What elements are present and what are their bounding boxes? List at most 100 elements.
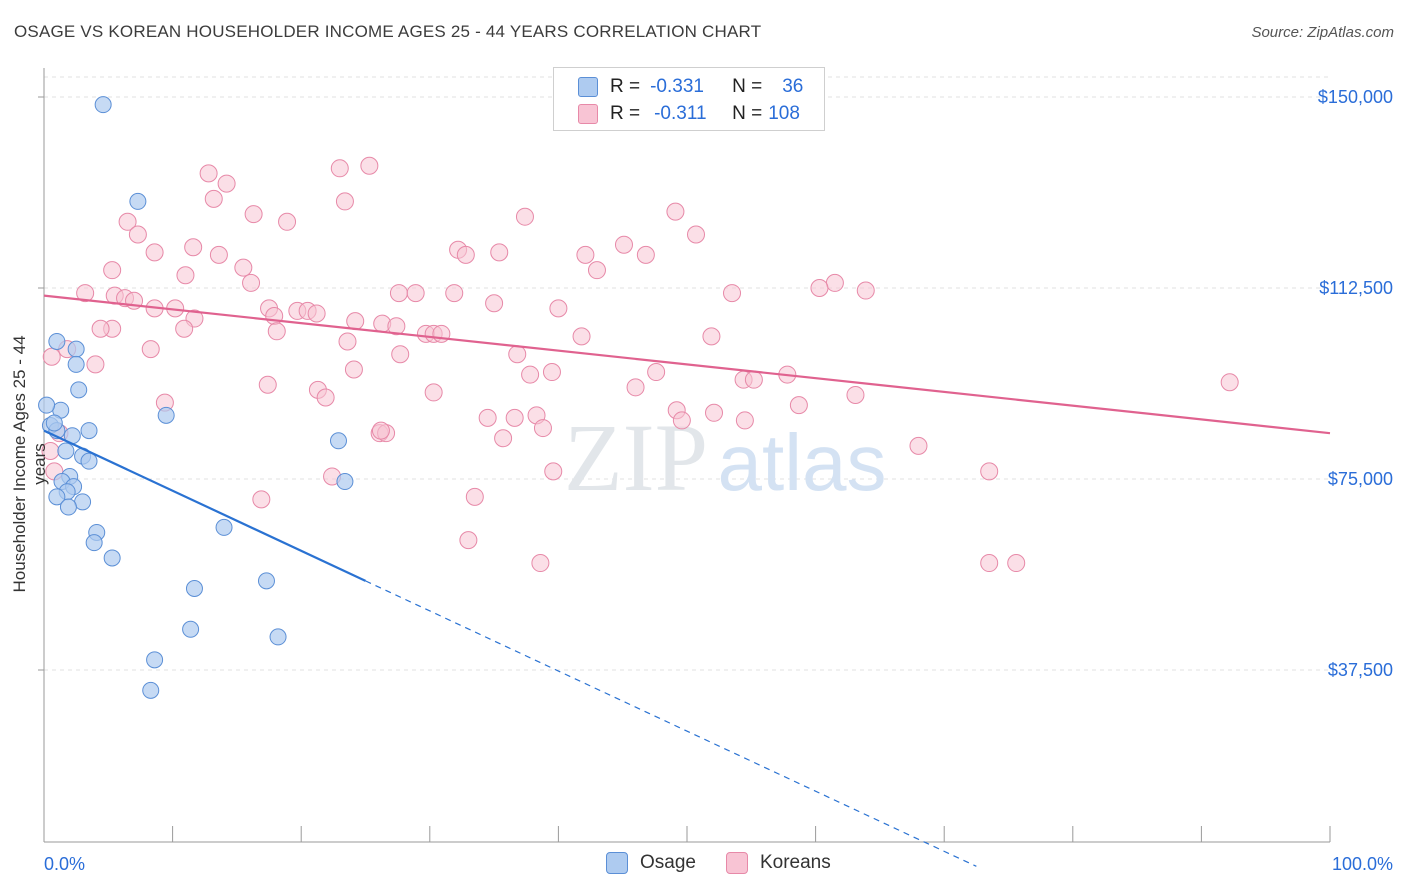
osage-point: [48, 332, 66, 350]
series-legend: Osage Koreans: [606, 852, 861, 874]
korean-point: [515, 207, 534, 226]
legend-label-koreans: Koreans: [759, 852, 831, 873]
korean-point: [118, 212, 137, 231]
osage-point: [215, 518, 233, 536]
osage-point: [80, 452, 98, 470]
korean-point: [184, 238, 203, 257]
korean-point: [531, 554, 550, 573]
korean-point: [445, 284, 464, 303]
legend-r-label: R =: [610, 103, 641, 124]
korean-point: [330, 159, 349, 178]
korean-point: [145, 243, 164, 262]
korean-point: [103, 261, 122, 280]
korean-point: [723, 284, 742, 303]
korean-point: [572, 327, 591, 346]
korean-point: [204, 189, 223, 208]
legend-item-koreans[interactable]: Koreans: [725, 852, 831, 874]
korean-point: [316, 388, 335, 407]
korean-point: [626, 378, 645, 397]
watermark: ZIP atlas: [564, 404, 886, 511]
korean-point: [175, 319, 194, 338]
legend-item-osage[interactable]: Osage: [606, 852, 696, 874]
tick-labels: $37,500 $75,000 $112,500 $150,000 0.0% 100.0%: [44, 87, 1393, 874]
korean-point: [505, 408, 524, 427]
korean-swatch: [578, 104, 598, 124]
legend-n-value: 36: [782, 76, 804, 97]
korean-point: [244, 205, 263, 224]
osage-point: [57, 442, 75, 460]
osage-point: [45, 414, 63, 432]
korean-point: [128, 225, 147, 244]
osage-point: [67, 340, 85, 358]
korean-point: [614, 235, 633, 254]
x-tick-label: 0.0%: [44, 854, 85, 874]
osage-point: [182, 620, 200, 638]
grid-lines: [44, 76, 1330, 671]
korean-point: [744, 370, 763, 389]
korean-point: [702, 327, 721, 346]
osage-point: [336, 473, 354, 491]
korean-point: [672, 411, 691, 430]
korean-point: [587, 261, 606, 280]
korean-point: [494, 429, 513, 448]
korean-point: [141, 340, 160, 359]
korean-point: [1007, 554, 1026, 573]
korean-point: [346, 312, 365, 331]
osage-swatch: [578, 77, 598, 97]
osage-point: [103, 549, 121, 567]
korean-point: [371, 421, 390, 440]
legend-n-label: N =: [732, 103, 763, 124]
korean-point: [176, 266, 195, 285]
osage-point: [329, 432, 347, 450]
korean-point: [199, 164, 218, 183]
korean-point: [810, 279, 829, 297]
korean-point: [389, 284, 408, 303]
korean-point: [789, 396, 808, 415]
korean-point: [1220, 373, 1239, 392]
korean-points: [41, 156, 1239, 573]
korean-point: [980, 462, 999, 481]
korean-point: [576, 245, 595, 264]
osage-point: [257, 572, 275, 590]
osage-point: [74, 493, 92, 511]
korean-point: [344, 360, 363, 379]
legend-n-value: 108: [768, 103, 800, 124]
korean-point: [549, 299, 568, 318]
korean-point: [735, 411, 754, 430]
korean-point: [544, 462, 563, 481]
legend-label-osage: Osage: [640, 852, 696, 873]
osage-point: [48, 488, 66, 506]
y-axis-label: Householder Income Ages 25 - 44 years: [10, 335, 49, 593]
osage-point: [129, 192, 147, 210]
legend-row-osage: R = -0.331 N = 36: [578, 75, 803, 99]
osage-point: [85, 534, 103, 552]
legend-r-value: -0.331: [650, 76, 704, 97]
osage-points: [38, 96, 354, 699]
korean-point: [360, 156, 379, 175]
korean-point: [542, 363, 561, 382]
korean-point: [825, 273, 844, 292]
y-tick-label: $150,000: [1318, 87, 1393, 107]
korean-point: [335, 192, 354, 211]
osage-trend-line: [43, 429, 366, 582]
korean-point: [456, 245, 475, 264]
korean-point: [485, 294, 504, 313]
korean-point: [278, 212, 297, 231]
x-tick-label: 100.0%: [1332, 854, 1393, 874]
osage-point: [146, 651, 164, 669]
korean-point: [687, 225, 706, 244]
korean-point: [490, 243, 509, 262]
korean-point: [465, 487, 484, 506]
osage-trend-extension: [365, 580, 977, 867]
korean-point: [705, 403, 724, 422]
osage-point: [94, 96, 112, 114]
korean-point: [307, 304, 326, 323]
osage-swatch: [606, 852, 628, 874]
korean-point: [459, 531, 478, 550]
korean-point: [387, 317, 406, 336]
korean-point: [980, 554, 999, 573]
watermark-atlas: atlas: [718, 418, 887, 507]
korean-swatch: [725, 852, 748, 874]
korean-point: [86, 355, 105, 374]
